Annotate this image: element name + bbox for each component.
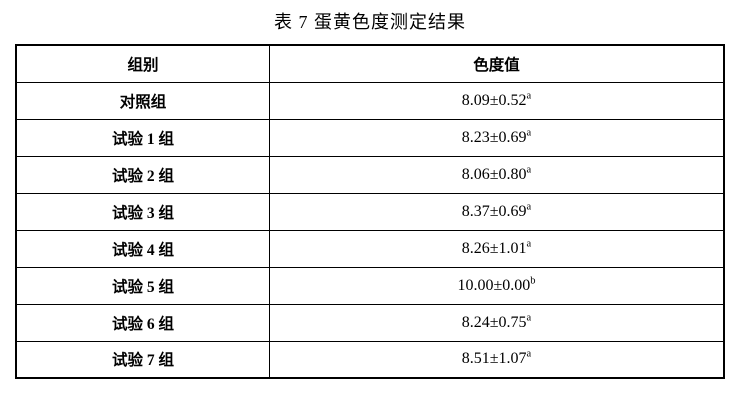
- measurement-value: 8.37±0.69: [461, 202, 527, 220]
- measurement-value: 10.00±0.00: [457, 276, 531, 294]
- table-row: 试验 6 组 8.24±0.75a: [15, 303, 725, 342]
- group-cell: 试验 4 组: [15, 229, 270, 268]
- significance-superscript: a: [526, 312, 532, 324]
- table-row: 试验 2 组 8.06±0.80a: [15, 155, 725, 194]
- group-cell: 试验 3 组: [15, 192, 270, 231]
- measurement-value: 8.26±1.01: [461, 239, 527, 257]
- table-row: 试验 7 组 8.51±1.07a: [15, 340, 725, 379]
- value-cell: 8.26±1.01a: [268, 229, 725, 268]
- value-cell: 8.24±0.75a: [268, 303, 725, 342]
- table-row: 试验 5 组 10.00±0.00b: [15, 266, 725, 305]
- table-row: 试验 3 组 8.37±0.69a: [15, 192, 725, 231]
- table-row: 试验 4 组 8.26±1.01a: [15, 229, 725, 268]
- measurement-value: 8.23±0.69: [461, 128, 527, 146]
- value-cell: 8.37±0.69a: [268, 192, 725, 231]
- document-page: 表 7 蛋黄色度测定结果 组别 色度值 对照组 8.09±0.52a 试验 1 …: [0, 7, 740, 417]
- significance-superscript: a: [526, 127, 532, 139]
- header-cell-value: 色度值: [268, 44, 725, 83]
- table-row: 对照组 8.09±0.52a: [15, 81, 725, 120]
- group-cell: 试验 5 组: [15, 266, 270, 305]
- significance-superscript: a: [526, 164, 532, 176]
- measurement-value: 8.06±0.80: [461, 165, 527, 183]
- group-cell: 试验 2 组: [15, 155, 270, 194]
- value-cell: 8.09±0.52a: [268, 81, 725, 120]
- group-cell: 试验 1 组: [15, 118, 270, 157]
- value-cell: 8.23±0.69a: [268, 118, 725, 157]
- header-cell-group: 组别: [15, 44, 270, 83]
- header-row: 组别 色度值: [15, 44, 725, 83]
- value-cell: 8.06±0.80a: [268, 155, 725, 194]
- group-cell: 试验 7 组: [15, 340, 270, 379]
- significance-superscript: a: [526, 348, 532, 360]
- significance-superscript: a: [526, 90, 532, 102]
- table-caption: 表 7 蛋黄色度测定结果: [274, 12, 466, 32]
- measurement-value: 8.09±0.52: [461, 91, 527, 109]
- measurement-value: 8.51±1.07: [461, 350, 527, 368]
- group-cell: 试验 6 组: [15, 303, 270, 342]
- measurement-value: 8.24±0.75: [461, 313, 527, 331]
- group-cell: 对照组: [15, 81, 270, 120]
- significance-superscript: a: [526, 201, 532, 213]
- value-cell: 8.51±1.07a: [268, 340, 725, 379]
- value-cell: 10.00±0.00b: [268, 266, 725, 305]
- significance-superscript: a: [526, 238, 532, 250]
- table-row: 试验 1 组 8.23±0.69a: [15, 118, 725, 157]
- results-table: 组别 色度值 对照组 8.09±0.52a 试验 1 组 8.23±0.69a …: [15, 44, 725, 379]
- significance-superscript: b: [530, 275, 536, 287]
